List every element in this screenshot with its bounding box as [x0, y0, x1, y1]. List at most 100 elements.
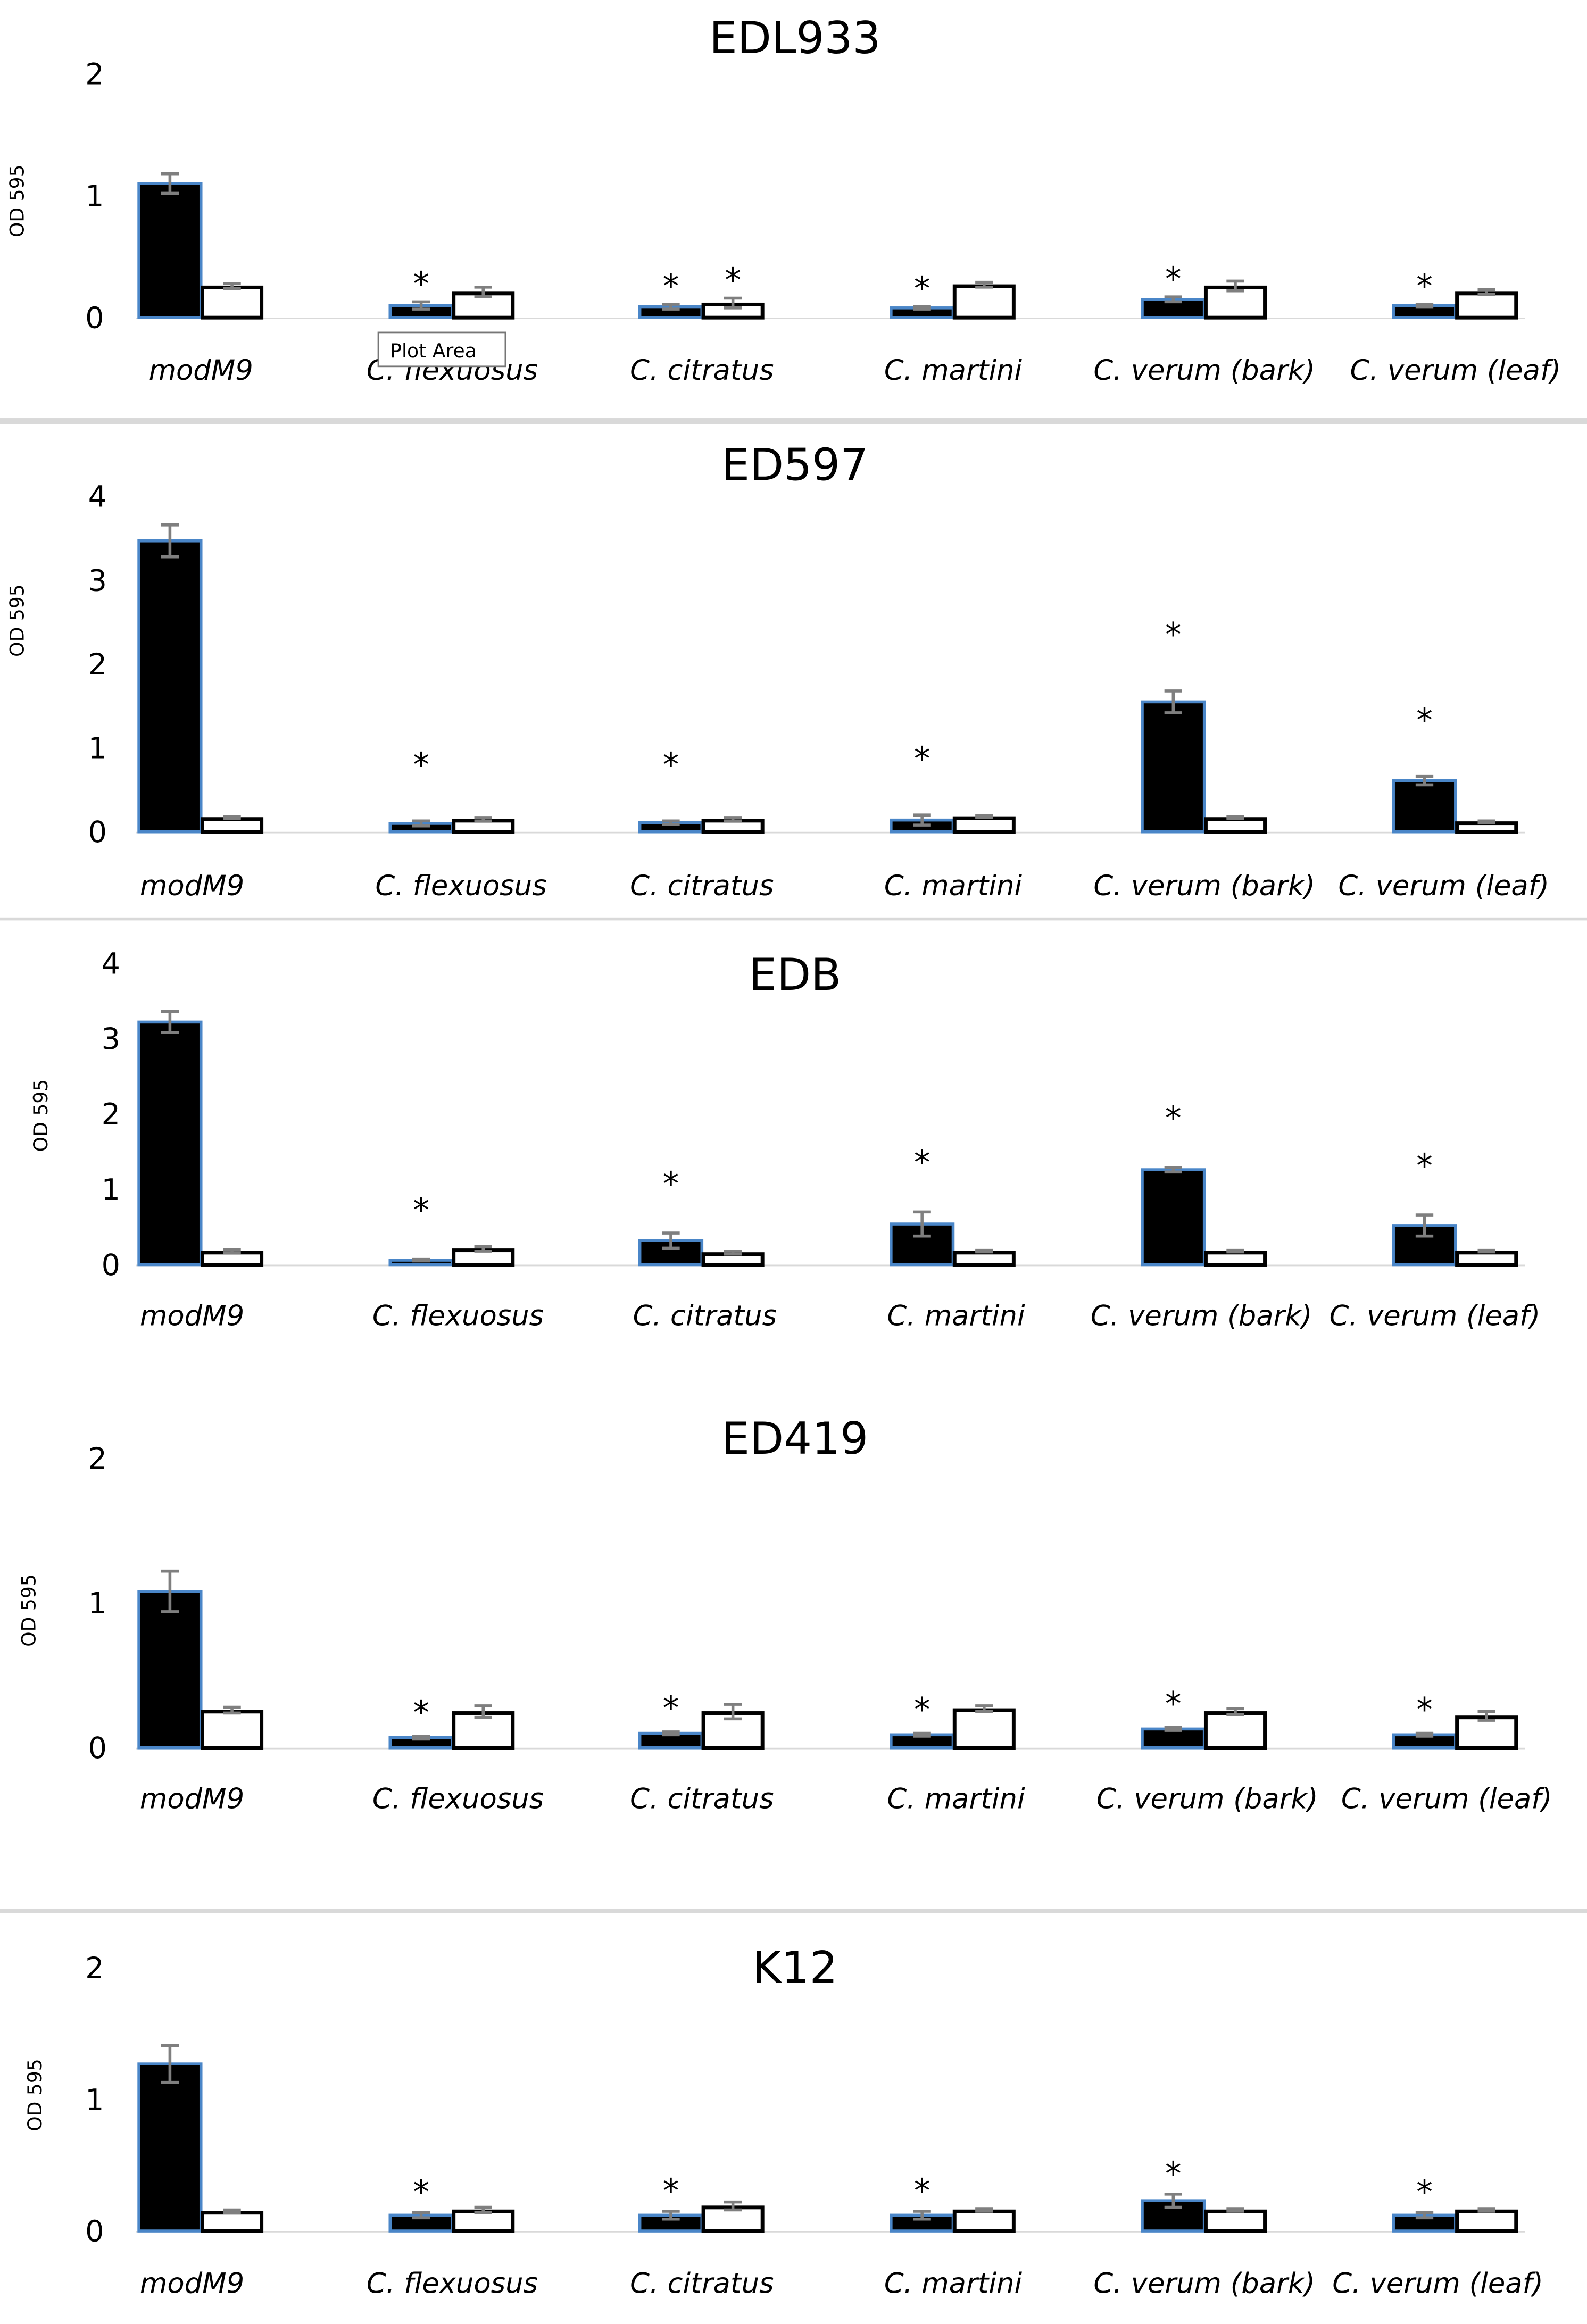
- significance-star: *: [914, 1144, 930, 1182]
- bar-white: [201, 817, 264, 834]
- panel-separator: [0, 917, 1587, 921]
- significance-star: *: [663, 746, 679, 784]
- y-tick-label: 2: [85, 57, 104, 91]
- bar-black: [137, 2062, 203, 2233]
- y-tick-label: 4: [102, 946, 120, 981]
- significance-star: *: [1165, 1685, 1182, 1723]
- significance-star: *: [663, 2172, 679, 2210]
- x-category-label: C. flexuosus: [367, 2268, 538, 2300]
- significance-star: *: [413, 2173, 429, 2211]
- y-tick-label: 2: [102, 1097, 120, 1132]
- y-tick-label: 1: [102, 1172, 120, 1207]
- y-tick-label: 2: [88, 1442, 107, 1476]
- y-axis-label: OD 595: [5, 164, 28, 237]
- y-tick-label: 1: [88, 1586, 107, 1621]
- x-category-label: C. verum (bark): [1091, 1300, 1312, 1332]
- significance-star: *: [663, 268, 679, 305]
- x-category-label: C. flexuosus: [375, 870, 546, 902]
- bar-white: [952, 2209, 1016, 2233]
- x-category-label: C. citratus: [630, 2268, 774, 2300]
- significance-star: *: [1165, 1099, 1182, 1137]
- bar-black: [1141, 700, 1206, 834]
- bar-white: [1203, 2209, 1267, 2233]
- x-category-label: C. citratus: [633, 1300, 777, 1332]
- x-category-label: modM9: [140, 1783, 244, 1815]
- bar-black: [1392, 779, 1457, 834]
- tooltip-box: [377, 331, 506, 368]
- significance-star: *: [1165, 616, 1182, 654]
- tooltip-text: Plot Area: [390, 339, 477, 362]
- y-tick-label: 0: [88, 815, 107, 849]
- y-tick-label: 1: [88, 731, 107, 766]
- x-category-label: C. verum (bark): [1093, 2268, 1315, 2300]
- significance-star: *: [1165, 260, 1182, 298]
- x-category-label: C. verum (leaf): [1332, 2268, 1543, 2300]
- bar-white: [1203, 817, 1267, 834]
- bar-white: [1455, 1715, 1518, 1750]
- bar-white: [452, 2209, 515, 2233]
- y-tick-label: 3: [88, 563, 107, 598]
- significance-star: *: [413, 1694, 429, 1731]
- x-category-label: C. verum (bark): [1093, 354, 1315, 387]
- chart-panel-edb: EDB 0 1 2 3 4 OD 595 * * * * * modM9 C. flexuosus C. c…: [29, 946, 1540, 1332]
- x-category-label: C. citratus: [630, 1783, 774, 1815]
- significance-star: *: [725, 262, 741, 299]
- y-tick-label: 0: [85, 301, 104, 336]
- chart-panel-ed419: ED419 0 1 2 OD 595 * * * * * modM9 C. flexuosus C. c…: [18, 1413, 1552, 1815]
- chart-title: K12: [752, 1942, 838, 1993]
- significance-star: *: [663, 1689, 679, 1727]
- significance-star: *: [413, 265, 429, 303]
- significance-star: *: [1416, 2173, 1433, 2211]
- x-category-label: modM9: [149, 354, 253, 387]
- chart-panel-k12: K12 0 1 2 OD 595 * * * * * modM9 C. flexuosus C. cit…: [23, 1942, 1543, 2300]
- y-axis-label: OD 595: [18, 1574, 40, 1647]
- significance-star: *: [1416, 1691, 1433, 1729]
- y-axis-label: OD 595: [23, 2059, 46, 2131]
- panel-separator: [0, 418, 1587, 424]
- bar-black: [137, 182, 203, 319]
- y-tick-label: 4: [88, 480, 107, 514]
- x-category-label: C. flexuosus: [372, 1783, 544, 1815]
- significance-star: *: [1416, 268, 1433, 305]
- chart-title: EDB: [749, 949, 841, 1001]
- x-category-label: C. martini: [884, 2268, 1023, 2300]
- bar-white: [1455, 1251, 1518, 1267]
- panel-separator: [0, 1909, 1587, 1913]
- x-category-label: modM9: [140, 2268, 244, 2300]
- significance-star: *: [1416, 1147, 1433, 1185]
- y-tick-label: 1: [85, 2083, 104, 2117]
- chart-title: ED597: [721, 439, 868, 491]
- x-category-label: C. verum (leaf): [1350, 354, 1561, 387]
- chart-title: EDL933: [709, 12, 880, 64]
- x-category-label: C. citratus: [630, 354, 774, 387]
- x-category-label: C. citratus: [630, 870, 774, 902]
- bar-white: [201, 2211, 264, 2233]
- significance-star: *: [1165, 2155, 1182, 2193]
- bar-white: [1455, 821, 1518, 834]
- bar-white: [701, 1252, 765, 1267]
- y-tick-label: 2: [88, 647, 107, 682]
- bar-white: [1455, 2209, 1518, 2233]
- bar-white: [201, 1251, 264, 1267]
- bar-white: [201, 1710, 264, 1750]
- x-category-label: C. verum (leaf): [1341, 1783, 1552, 1815]
- chart-panel-ed597: ED597 0 1 2 3 4 OD 595 * * * * * modM9 C. flexuosus C.…: [5, 439, 1549, 902]
- bar-white: [1203, 1251, 1267, 1267]
- bar-white: [952, 1708, 1016, 1750]
- bar-black: [1141, 1168, 1206, 1267]
- bar-black: [137, 539, 203, 834]
- x-category-label: C. flexuosus: [372, 1300, 544, 1332]
- significance-star: *: [663, 1165, 679, 1203]
- significance-star: *: [914, 1691, 930, 1729]
- x-category-label: C. martini: [884, 354, 1023, 387]
- significance-star: *: [914, 270, 930, 308]
- bar-white: [1455, 291, 1518, 320]
- y-tick-label: 3: [102, 1022, 120, 1056]
- significance-star: *: [914, 740, 930, 778]
- chart-title: ED419: [721, 1413, 868, 1464]
- x-category-label: C. verum (leaf): [1330, 1300, 1541, 1332]
- x-category-label: C. verum (bark): [1096, 1783, 1318, 1815]
- significance-star: *: [1416, 702, 1433, 739]
- bar-white: [952, 1251, 1016, 1267]
